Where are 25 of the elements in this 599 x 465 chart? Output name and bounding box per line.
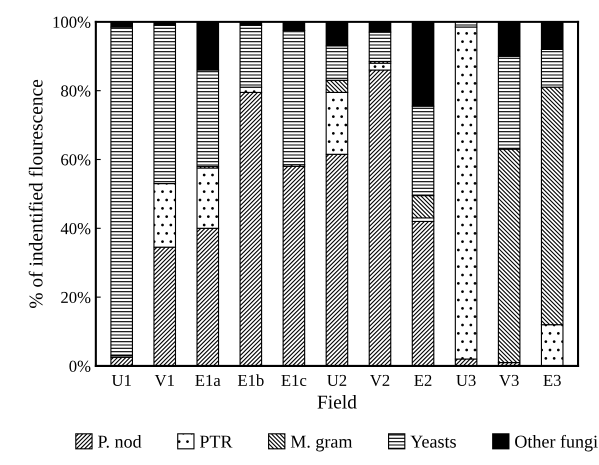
x-tick-label: E1b bbox=[238, 374, 264, 386]
y-axis-title: % of indentified flourescence bbox=[28, 80, 43, 308]
x-tick-label: U2 bbox=[327, 374, 346, 386]
legend-label: PTR bbox=[200, 436, 232, 448]
y-tick-label: 0% bbox=[69, 360, 90, 372]
legend-label: Other fungi bbox=[515, 434, 598, 452]
x-tick-label: E1a bbox=[195, 374, 221, 386]
x-tick-label: E2 bbox=[414, 374, 432, 386]
legend-label: M. gram bbox=[290, 436, 352, 452]
legend-label: Yeasts bbox=[410, 436, 456, 448]
x-axis-title: Field bbox=[318, 394, 357, 409]
x-tick-label: V1 bbox=[154, 374, 174, 386]
y-tick-label: 60% bbox=[61, 154, 90, 166]
x-tick-label: U1 bbox=[112, 374, 131, 386]
x-tick-label: U3 bbox=[456, 374, 476, 386]
x-tick-label: E1c bbox=[281, 374, 306, 386]
x-tick-label: V3 bbox=[499, 374, 519, 386]
y-tick-label: 100% bbox=[54, 16, 90, 28]
x-tick-label: V2 bbox=[370, 374, 390, 386]
legend-label: P. nod bbox=[98, 435, 142, 448]
y-tick-label: 80% bbox=[61, 85, 90, 97]
x-tick-label: E3 bbox=[543, 374, 561, 386]
y-tick-label: 40% bbox=[60, 223, 90, 234]
y-tick-label: 20% bbox=[61, 292, 90, 304]
bar bbox=[110, 26, 133, 356]
